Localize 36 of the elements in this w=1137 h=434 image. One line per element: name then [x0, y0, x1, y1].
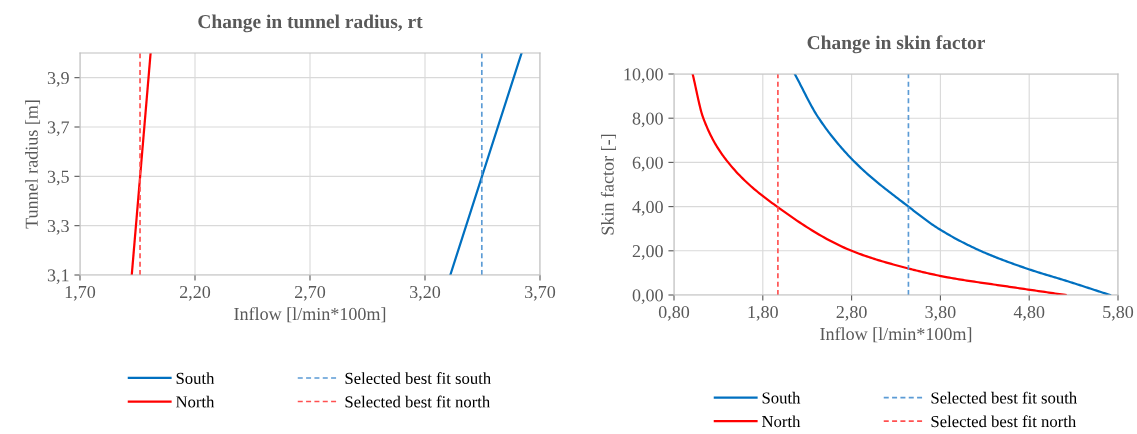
y-tick-label: 3,1 [47, 269, 69, 285]
chart-title: Change in tunnel radius, rt [198, 14, 423, 33]
x-axis-title: Inflow [l/min*100m] [820, 327, 972, 343]
legend-label: Selected best fit south [931, 391, 1077, 404]
y-tick-label: 3,5 [47, 170, 69, 186]
y-tick-label: 4,00 [632, 200, 663, 216]
legend-label: South [176, 372, 215, 384]
y-axis-title: Tunnel radius [m] [25, 100, 41, 229]
y-tick-label: 8,00 [632, 112, 663, 128]
x-tick-label: 5,80 [1103, 305, 1134, 321]
x-tick-label: 0,80 [658, 305, 690, 321]
legend-label: North [176, 395, 215, 408]
y-tick-label: 3,7 [47, 121, 70, 137]
y-tick-label: 0,00 [632, 289, 663, 305]
x-tick-label: 3,70 [525, 285, 556, 301]
y-tick-label: 3,9 [47, 71, 69, 87]
x-tick-label: 3,80 [925, 305, 956, 321]
x-tick-label: 1,70 [65, 285, 96, 301]
y-tick-label: 6,00 [632, 156, 663, 172]
x-tick-label: 4,80 [1013, 305, 1045, 321]
y-tick-label: 2,00 [632, 245, 663, 260]
y-axis-title: Skin factor [-] [600, 134, 616, 235]
x-tick-label: 2,20 [179, 285, 211, 301]
chart-title: Change in skin factor [807, 35, 985, 54]
x-tick-label: 2,70 [294, 285, 326, 301]
legend-label: North [762, 415, 801, 428]
x-tick-label: 3,20 [410, 285, 441, 301]
x-axis-title: Inflow [l/min*100m] [234, 307, 386, 323]
legend-label: South [762, 391, 801, 404]
legend-label: Selected best fit north [931, 415, 1076, 428]
legend-label: Selected best fit south [345, 372, 491, 384]
x-tick-label: 1,80 [748, 305, 778, 321]
x-tick-label: 2,80 [836, 305, 867, 321]
legend-label: Selected best fit north [345, 395, 490, 408]
y-tick-label: 10,00 [624, 68, 663, 84]
y-tick-label: 3,3 [47, 219, 69, 235]
